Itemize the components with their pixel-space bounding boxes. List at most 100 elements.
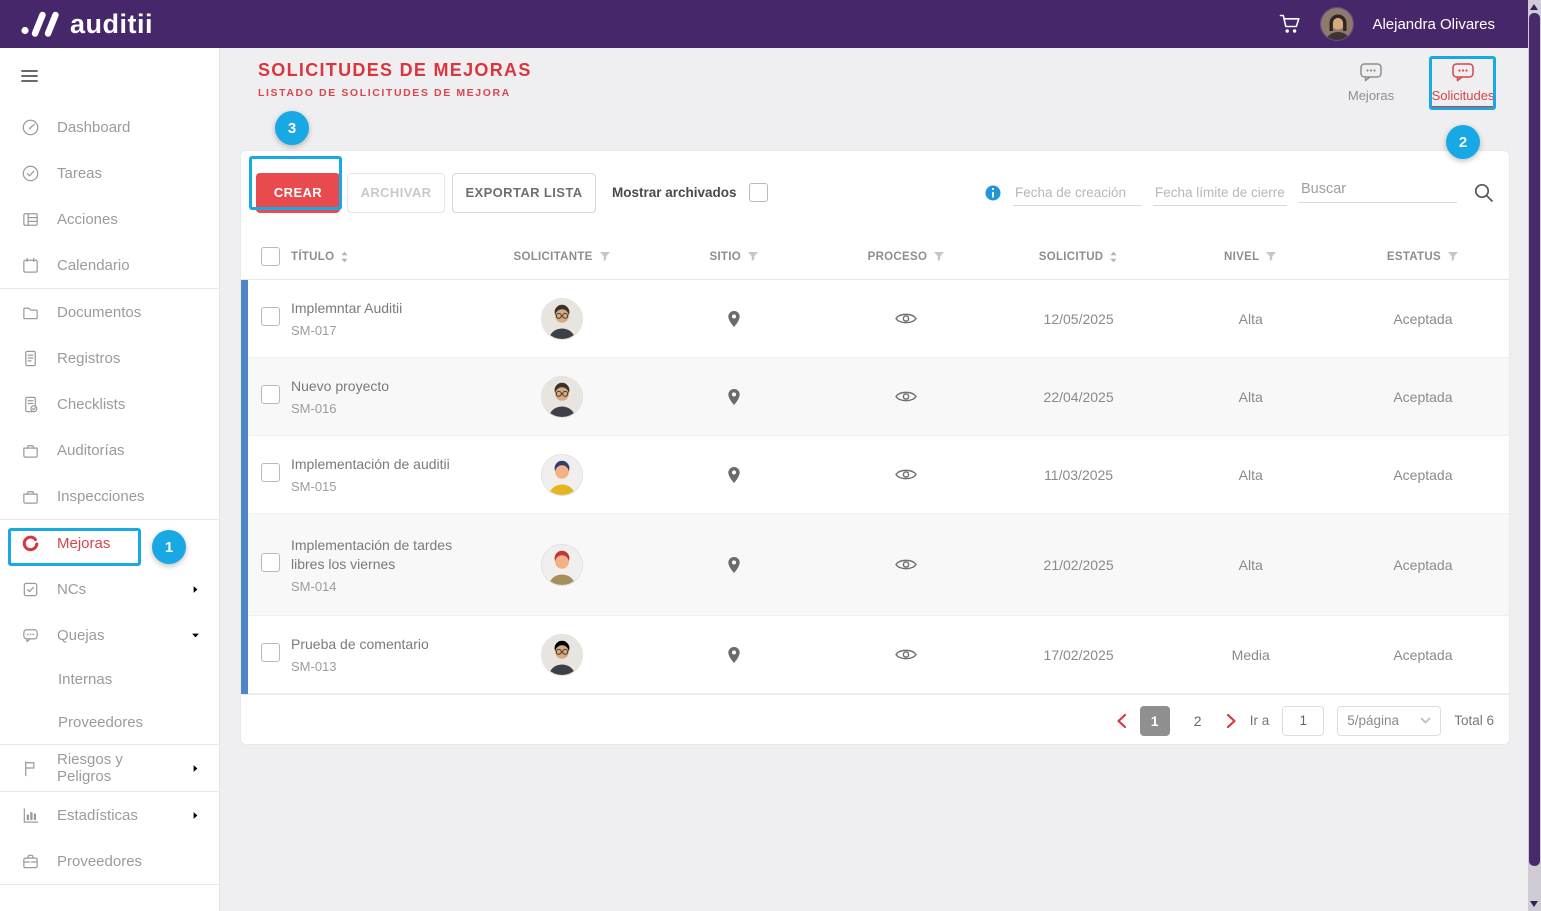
scrollbar-thumb[interactable] [1529, 13, 1540, 866]
table-row[interactable]: Implementación de tardes libres los vier… [241, 514, 1509, 616]
solicitante-avatar[interactable] [541, 297, 584, 340]
sidebar-item-auditorias[interactable]: Auditorías [0, 427, 219, 473]
solicitante-avatar[interactable] [541, 453, 584, 496]
fecha-creacion-input[interactable] [1013, 179, 1141, 206]
solicitante-avatar[interactable] [541, 543, 584, 586]
user-avatar[interactable] [1320, 7, 1355, 41]
nivel-value: Media [1231, 646, 1270, 663]
tab-mejoras[interactable]: Mejoras [1337, 62, 1405, 110]
tab-solicitudes[interactable]: Solicitudes [1429, 62, 1497, 110]
row-checkbox[interactable] [261, 552, 280, 572]
sidebar-item-acciones[interactable]: Acciones [0, 196, 219, 242]
col-header-proceso[interactable]: PROCESO [820, 251, 992, 263]
sidebar-divider [0, 519, 219, 520]
sidebar-item-documentos[interactable]: Documentos [0, 289, 219, 335]
sidebar-item-inspecciones[interactable]: Inspecciones [0, 473, 219, 519]
sidebar-item-internas[interactable]: Internas [0, 658, 219, 701]
goto-page-input[interactable] [1282, 705, 1325, 736]
table-row[interactable]: Implementación de auditii SM-015 11/03/2… [241, 436, 1509, 514]
row-checkbox[interactable] [261, 306, 280, 326]
nivel-value: Alta [1238, 556, 1263, 573]
col-header-solicitud[interactable]: SOLICITUD [993, 250, 1165, 264]
sidebar-item-checklists[interactable]: Checklists [0, 381, 219, 427]
sidebar-item-tareas[interactable]: Tareas [0, 150, 219, 196]
sidebar-item-riesgos-y-peligros[interactable]: Riesgos y Peligros [0, 745, 219, 791]
proceso-eye-icon[interactable] [895, 311, 918, 326]
filter-icon[interactable] [599, 251, 611, 262]
page-button-2[interactable]: 2 [1193, 712, 1202, 729]
filter-icon[interactable] [1447, 251, 1459, 262]
select-all-checkbox[interactable] [261, 247, 280, 266]
col-header-estatus[interactable]: ESTATUS [1337, 251, 1509, 263]
sidebar-item-quejas[interactable]: Quejas [0, 612, 219, 658]
col-header-label: SITIO [709, 250, 741, 263]
row-checkbox[interactable] [261, 462, 280, 482]
proceso-eye-icon[interactable] [895, 557, 918, 572]
sitio-pin-icon[interactable] [727, 556, 741, 574]
sort-icon[interactable] [340, 250, 349, 264]
search-icon[interactable] [1473, 182, 1494, 203]
proceso-eye-icon[interactable] [895, 467, 918, 482]
search-input[interactable] [1299, 176, 1457, 203]
menu-toggle-button[interactable] [0, 48, 219, 104]
sidebar-item-estadisticas[interactable]: Estadísticas [0, 792, 219, 838]
fecha-cierre-input[interactable] [1153, 179, 1287, 206]
solicitante-avatar[interactable] [541, 633, 584, 676]
page-size-select[interactable]: 5/página [1337, 705, 1442, 736]
sort-icon[interactable] [1109, 250, 1118, 264]
table-row[interactable]: Nuevo proyecto SM-016 22/04/2025 Alta Ac… [241, 358, 1509, 436]
create-button[interactable]: CREAR [256, 172, 340, 213]
chevron-right-icon [188, 761, 203, 776]
scroll-up-arrow-icon[interactable] [1530, 4, 1538, 10]
portfolio-icon [21, 441, 40, 460]
sitio-pin-icon[interactable] [727, 388, 741, 406]
sitio-pin-icon[interactable] [727, 310, 741, 328]
col-header-label: SOLICITUD [1038, 250, 1104, 263]
gauge-icon [21, 118, 40, 137]
vertical-scrollbar[interactable] [1528, 0, 1541, 911]
sidebar-item-registros[interactable]: Registros [0, 335, 219, 381]
archive-button[interactable]: ARCHIVAR [347, 172, 445, 213]
row-checkbox[interactable] [261, 642, 280, 662]
sidebar-item-proveedores[interactable]: Proveedores [0, 701, 219, 744]
prev-page-icon[interactable] [1116, 713, 1127, 729]
scroll-down-arrow-icon[interactable] [1530, 901, 1538, 907]
sidebar-item-mejoras[interactable]: Mejoras [0, 520, 219, 566]
sidebar-item-dashboard[interactable]: Dashboard [0, 104, 219, 150]
solicitante-avatar[interactable] [541, 375, 584, 418]
row-checkbox[interactable] [261, 384, 280, 404]
col-header-label: ESTATUS [1386, 250, 1441, 263]
sidebar-item-ncs[interactable]: NCs [0, 566, 219, 612]
sidebar-item-label: Documentos [57, 303, 142, 321]
proceso-eye-icon[interactable] [895, 389, 918, 404]
col-header-titulo[interactable]: TÍTULO [291, 250, 476, 264]
sidebar-item-label: Proveedores [57, 852, 143, 870]
col-header-sitio[interactable]: SITIO [648, 251, 820, 263]
next-page-icon[interactable] [1226, 713, 1237, 729]
show-archived-checkbox[interactable] [748, 183, 768, 202]
table-row[interactable]: Implemntar Auditii SM-017 12/05/2025 Alt… [241, 280, 1509, 358]
row-title: Implementación de auditii [291, 456, 450, 472]
sitio-pin-icon[interactable] [727, 466, 741, 484]
filter-icon[interactable] [933, 251, 945, 262]
filter-icon[interactable] [1265, 251, 1277, 262]
sidebar-item-label: Acciones [57, 210, 118, 228]
step-badge-3: 3 [275, 111, 309, 145]
user-name[interactable]: Alejandra Olivares [1372, 15, 1495, 33]
row-code: SM-013 [291, 659, 337, 674]
estatus-value: Aceptada [1393, 310, 1453, 327]
sitio-pin-icon[interactable] [727, 646, 741, 664]
export-list-button[interactable]: EXPORTAR LISTA [452, 172, 596, 213]
sidebar-item-proveedores[interactable]: Proveedores [0, 838, 219, 884]
brand-logo[interactable]: auditii [20, 9, 153, 40]
table-row[interactable]: Prueba de comentario SM-013 17/02/2025 M… [241, 616, 1509, 694]
proceso-eye-icon[interactable] [895, 647, 918, 662]
cart-icon[interactable] [1278, 13, 1302, 35]
col-header-solicitante[interactable]: SOLICITANTE [476, 251, 648, 263]
chevron-down-icon [188, 628, 203, 643]
sidebar-item-label: NCs [57, 580, 87, 598]
sidebar-item-calendario[interactable]: Calendario [0, 242, 219, 288]
filter-icon[interactable] [747, 251, 759, 262]
page-button-1[interactable]: 1 [1139, 705, 1170, 736]
col-header-nivel[interactable]: NIVEL [1165, 251, 1337, 263]
